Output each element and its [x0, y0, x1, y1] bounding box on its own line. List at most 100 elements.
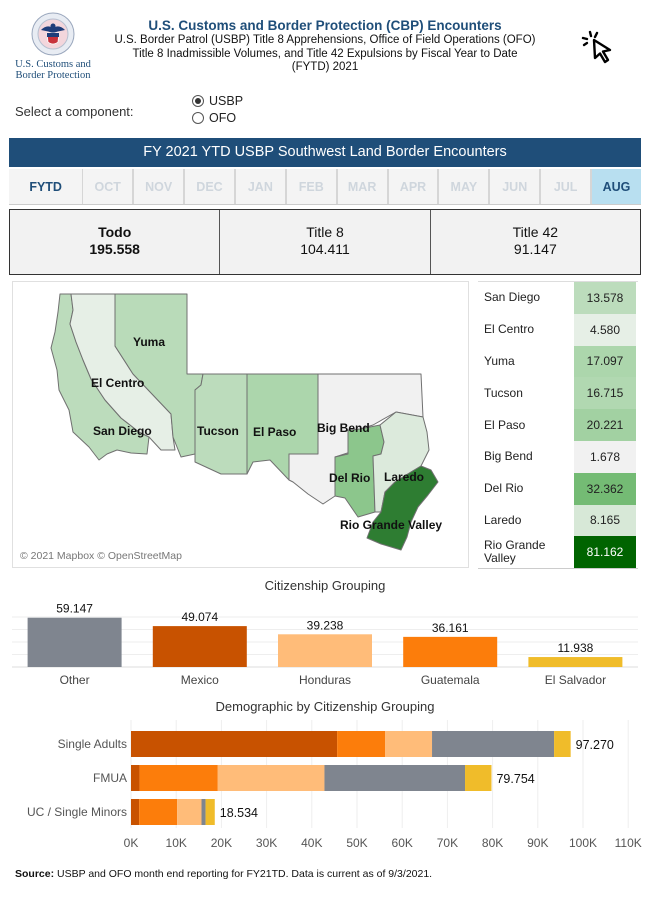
tab-jun[interactable]: JUN	[490, 169, 542, 204]
tab-fytd[interactable]: FYTD	[9, 169, 84, 204]
total-todo[interactable]: Todo 195.558	[10, 210, 221, 274]
sector-value: 1.678	[574, 440, 636, 473]
page-subtitle-line1: U.S. Border Patrol (USBP) Title 8 Appreh…	[114, 34, 536, 46]
y-tick-label: UC / Single Minors	[27, 805, 127, 819]
sector-value: 81.162	[574, 536, 636, 569]
page-title: U.S. Customs and Border Protection (CBP)…	[148, 18, 502, 33]
x-tick-label: Honduras	[299, 673, 351, 687]
radio-button-usbp[interactable]	[192, 94, 204, 107]
total-todo-value: 195.558	[89, 241, 140, 257]
x-tick-label: 70K	[437, 836, 458, 850]
sector-row[interactable]: Tucson 16.715	[478, 377, 638, 410]
map-label-san-diego: San Diego	[93, 424, 152, 438]
x-tick-label: 10K	[166, 836, 187, 850]
tab-dec[interactable]: DEC	[185, 169, 236, 204]
bar-value-label: 59.147	[56, 602, 93, 616]
total-title42[interactable]: Title 42 91.147	[431, 210, 640, 274]
sector-row[interactable]: El Paso 20.221	[478, 409, 638, 441]
sector-row[interactable]: Yuma 17.097	[478, 345, 638, 378]
tab-apr[interactable]: APR	[389, 169, 440, 204]
bar-total-label: 18.534	[220, 806, 258, 820]
totals-summary: Todo 195.558 Title 8 104.411 Title 42 91…	[9, 209, 641, 275]
bar-value-label: 39.238	[307, 618, 344, 632]
map-label-el-paso: El Paso	[253, 425, 297, 439]
tab-may[interactable]: MAY	[439, 169, 491, 204]
map-region-rio-grande-valley[interactable]	[366, 465, 439, 551]
bar-segment-other	[201, 799, 206, 825]
bar-segment-mexico	[131, 765, 140, 791]
sector-name: Laredo	[484, 512, 522, 527]
bar-segment-el-salvador	[205, 799, 215, 825]
sector-row[interactable]: San Diego 13.578	[478, 282, 638, 314]
bar-segment-el-salvador	[465, 765, 492, 791]
map-attribution[interactable]: © 2021 Mapbox © OpenStreetMap	[20, 550, 182, 562]
sector-row[interactable]: Laredo 8.165	[478, 504, 638, 537]
demographic-chart-title: Demographic by Citizenship Grouping	[215, 699, 435, 714]
bar-segment-other	[432, 731, 555, 757]
sector-name: Del Rio	[484, 481, 524, 496]
bar-honduras	[278, 634, 372, 667]
map-label-laredo: Laredo	[384, 470, 425, 484]
radio-option-ofo[interactable]: OFO	[192, 109, 243, 126]
bar-total-label: 97.270	[576, 738, 614, 752]
tab-oct[interactable]: OCT	[83, 169, 135, 204]
cbp-seal-icon	[31, 12, 75, 56]
bar-segment-guatemala	[139, 799, 178, 825]
x-tick-label: Guatemala	[421, 673, 480, 687]
tab-feb[interactable]: FEB	[287, 169, 338, 204]
sector-map[interactable]: Yuma El Centro San Diego Tucson El Paso …	[12, 281, 469, 568]
radio-option-usbp[interactable]: USBP	[192, 92, 243, 109]
cbp-logo: U.S. Customs and Border Protection	[8, 12, 98, 81]
sector-value: 8.165	[574, 504, 636, 537]
y-tick-label: FMUA	[93, 771, 127, 785]
sector-name: Tucson	[484, 385, 523, 400]
tab-jan[interactable]: JAN	[236, 169, 287, 204]
sector-row[interactable]: Big Bend 1.678	[478, 440, 638, 473]
total-todo-label: Todo	[98, 224, 132, 240]
x-tick-label: 40K	[301, 836, 322, 850]
month-tabs: FYTD OCT NOV DEC JAN FEB MAR APR MAY JUN…	[9, 169, 641, 205]
component-selector-label: Select a component:	[15, 104, 134, 119]
sector-row[interactable]: El Centro 4.580	[478, 313, 638, 346]
radio-button-ofo[interactable]	[192, 111, 204, 124]
map-label-el-centro: El Centro	[91, 376, 145, 390]
bar-segment-honduras	[217, 765, 325, 791]
x-tick-label: 50K	[346, 836, 367, 850]
bar-segment-mexico	[131, 799, 140, 825]
total-title8[interactable]: Title 8 104.411	[220, 210, 431, 274]
total-title8-label: Title 8	[306, 224, 344, 240]
map-label-del-rio: Del Rio	[329, 471, 371, 485]
tab-aug[interactable]: AUG	[592, 169, 641, 204]
sector-name: Big Bend	[484, 449, 533, 464]
tab-jul[interactable]: JUL	[541, 169, 593, 204]
tab-nov[interactable]: NOV	[134, 169, 186, 204]
citizenship-bar-chart: 59.147 Other 49.074 Mexico 39.238 Honduras 36.…	[12, 602, 638, 687]
bar-other	[27, 617, 122, 667]
map-label-rio-grande-valley: Rio Grande Valley	[340, 518, 443, 532]
radio-label-usbp[interactable]: USBP	[209, 93, 244, 108]
map-label-tucson: Tucson	[197, 424, 239, 438]
x-tick-label: 20K	[211, 836, 232, 850]
bar-segment-guatemala	[337, 731, 386, 757]
page-subtitle-line2: Title 8 Inadmissible Volumes, and Title …	[132, 47, 518, 60]
x-tick-label: 60K	[392, 836, 413, 850]
x-tick-label: 90K	[527, 836, 548, 850]
sector-name: San Diego	[484, 290, 541, 305]
sector-row[interactable]: Rio Grande Valley 81.162	[478, 536, 638, 569]
demographic-stacked-chart: 0K 10K 20K 30K 40K 50K 60K 70K 80K 90K 100K 110K Sin…	[27, 720, 642, 850]
bar-mexico	[152, 626, 247, 667]
sector-value: 16.715	[574, 377, 636, 410]
component-radio-group: USBP OFO	[192, 92, 243, 126]
sector-name: El Centro	[484, 322, 535, 337]
bar-segment-honduras	[177, 799, 202, 825]
sector-row[interactable]: Del Rio 32.362	[478, 472, 638, 505]
bar-total-label: 79.754	[496, 772, 534, 786]
x-tick-label: 110K	[615, 836, 642, 850]
source-text: USBP and OFO month end reporting for FY2…	[54, 868, 433, 880]
bar-el-salvador	[528, 657, 623, 667]
source-label: Source:	[15, 868, 55, 880]
tab-mar[interactable]: MAR	[338, 169, 389, 204]
radio-label-ofo[interactable]: OFO	[209, 110, 237, 125]
cursor-click-icon[interactable]	[580, 28, 620, 68]
bar-segment-guatemala	[139, 765, 218, 791]
